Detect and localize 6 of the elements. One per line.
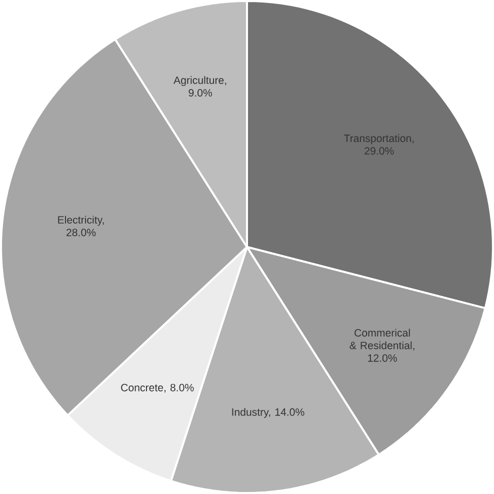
slice-label: Transportation, 29.0%	[344, 134, 414, 155]
slice-label: Industry, 14.0%	[232, 408, 304, 418]
slice-label: Concrete, 8.0%	[121, 384, 194, 393]
slice-label: Agriculture, 9.0%	[174, 76, 226, 97]
slice-label: Commerical & Residential, 12.0%	[350, 328, 414, 362]
slice-label: Electricity, 28.0%	[58, 216, 104, 236]
